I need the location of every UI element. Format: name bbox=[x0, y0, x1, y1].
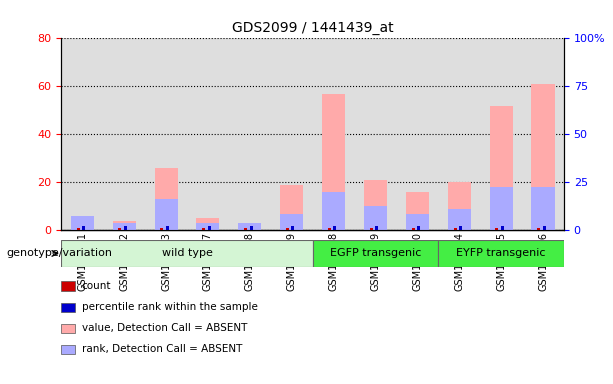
Bar bbox=[322, 94, 345, 230]
Title: GDS2099 / 1441439_at: GDS2099 / 1441439_at bbox=[232, 21, 394, 35]
Text: EYFP transgenic: EYFP transgenic bbox=[456, 248, 546, 258]
Bar bbox=[202, 228, 205, 230]
Bar bbox=[280, 185, 303, 230]
Bar bbox=[412, 228, 414, 230]
Bar bbox=[61, 38, 103, 230]
Bar bbox=[280, 214, 303, 230]
Bar bbox=[454, 228, 457, 230]
Bar bbox=[370, 228, 373, 230]
Bar bbox=[196, 218, 219, 230]
Bar bbox=[328, 228, 331, 230]
Text: wild type: wild type bbox=[162, 248, 212, 258]
Bar bbox=[70, 216, 94, 230]
Bar bbox=[490, 106, 512, 230]
Bar bbox=[196, 223, 219, 230]
Bar bbox=[187, 38, 229, 230]
Bar bbox=[447, 209, 471, 230]
Bar bbox=[543, 225, 546, 230]
Bar bbox=[113, 221, 135, 230]
Bar bbox=[375, 225, 378, 230]
Bar bbox=[495, 228, 498, 230]
Bar bbox=[459, 225, 462, 230]
Bar bbox=[154, 199, 178, 230]
Bar bbox=[161, 228, 163, 230]
Bar bbox=[538, 228, 540, 230]
Bar bbox=[70, 216, 94, 230]
Bar bbox=[238, 223, 261, 230]
Bar bbox=[480, 38, 522, 230]
Bar bbox=[286, 228, 289, 230]
Bar bbox=[490, 187, 512, 230]
Text: percentile rank within the sample: percentile rank within the sample bbox=[82, 302, 257, 312]
Bar bbox=[313, 240, 438, 267]
Bar bbox=[77, 228, 80, 230]
Bar bbox=[229, 38, 271, 230]
Bar bbox=[271, 38, 313, 230]
Bar bbox=[113, 223, 135, 230]
Bar bbox=[417, 225, 420, 230]
Bar bbox=[397, 38, 438, 230]
Bar bbox=[124, 225, 127, 230]
Bar bbox=[82, 225, 85, 230]
Bar bbox=[522, 38, 564, 230]
Bar bbox=[364, 207, 387, 230]
Bar bbox=[291, 225, 294, 230]
Bar bbox=[406, 214, 429, 230]
Bar bbox=[333, 225, 337, 230]
Text: value, Detection Call = ABSENT: value, Detection Call = ABSENT bbox=[82, 323, 247, 333]
Bar bbox=[61, 240, 313, 267]
Bar bbox=[118, 228, 121, 230]
Bar bbox=[244, 228, 247, 230]
Text: count: count bbox=[82, 281, 111, 291]
Bar bbox=[208, 225, 211, 230]
Text: genotype/variation: genotype/variation bbox=[6, 248, 112, 258]
Bar bbox=[354, 38, 397, 230]
Bar bbox=[249, 225, 253, 230]
Bar bbox=[103, 38, 145, 230]
Text: rank, Detection Call = ABSENT: rank, Detection Call = ABSENT bbox=[82, 344, 242, 354]
Bar bbox=[531, 187, 555, 230]
Bar bbox=[166, 225, 169, 230]
Bar bbox=[438, 240, 564, 267]
Bar bbox=[447, 182, 471, 230]
Bar bbox=[406, 192, 429, 230]
Bar bbox=[313, 38, 354, 230]
Bar bbox=[438, 38, 480, 230]
Bar bbox=[322, 192, 345, 230]
Bar bbox=[145, 38, 187, 230]
Bar bbox=[501, 225, 504, 230]
Bar bbox=[364, 180, 387, 230]
Bar bbox=[531, 84, 555, 230]
Bar bbox=[154, 168, 178, 230]
Text: EGFP transgenic: EGFP transgenic bbox=[330, 248, 421, 258]
Bar bbox=[238, 223, 261, 230]
